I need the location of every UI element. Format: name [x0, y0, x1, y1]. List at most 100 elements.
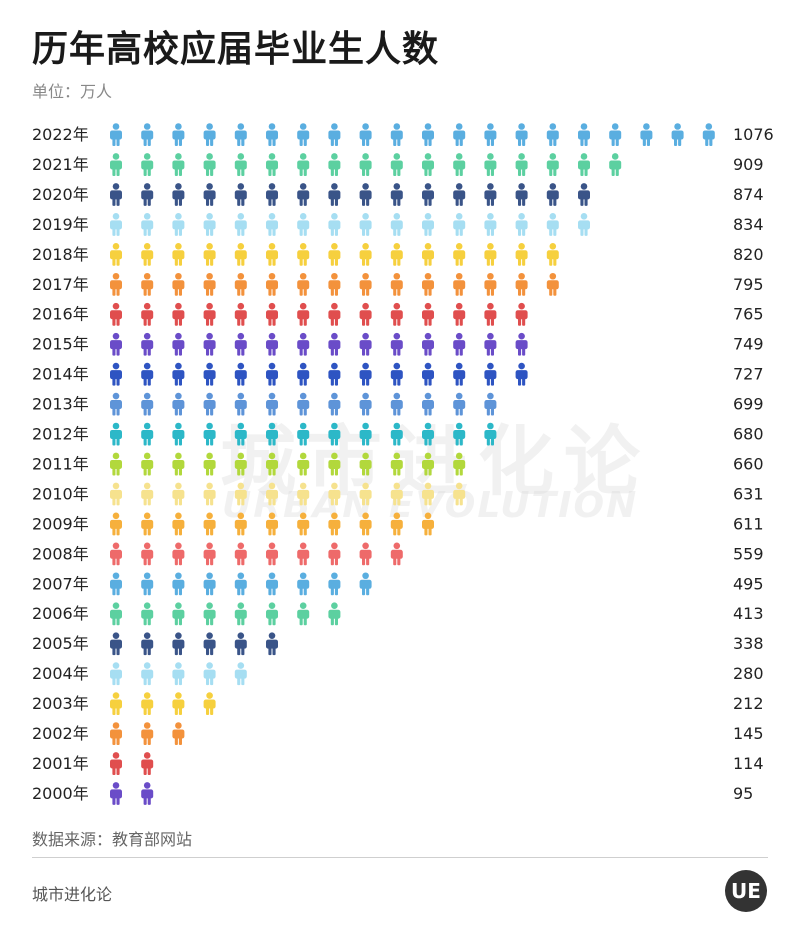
year-label: 2005年 [32, 634, 89, 653]
person-icon [390, 153, 403, 176]
person-icon [266, 272, 278, 296]
person-icon [359, 392, 372, 416]
person-icon [172, 662, 185, 686]
person-icon [172, 542, 185, 566]
person-icon [484, 243, 497, 266]
value-label: 909 [733, 155, 764, 174]
year-label: 2011年 [32, 454, 89, 473]
year-label: 2021年 [32, 155, 89, 174]
value-label: 727 [733, 365, 764, 384]
person-icon [203, 153, 216, 176]
person-icon [328, 213, 341, 236]
person-icon [203, 213, 216, 236]
person-icon [172, 722, 185, 745]
year-label: 2000年 [32, 784, 89, 803]
chart-row: 2000年 95 [32, 782, 753, 805]
person-icon [203, 272, 216, 296]
person-icon [390, 422, 403, 446]
person-icon [453, 213, 466, 236]
unit-label: 单位：万人 [32, 82, 113, 101]
person-icon [515, 362, 528, 386]
person-icon [172, 362, 185, 386]
person-icon [328, 123, 341, 146]
person-icon [422, 243, 434, 266]
person-icon [234, 452, 247, 476]
person-icon [172, 572, 185, 596]
person-icon [266, 542, 278, 566]
person-icon [203, 243, 216, 266]
year-label: 2015年 [32, 335, 89, 354]
person-icon [422, 332, 434, 356]
person-icon [141, 422, 154, 446]
person-icon [422, 362, 434, 386]
year-label: 2012年 [32, 425, 89, 444]
person-icon [484, 362, 497, 386]
person-icon [359, 572, 372, 596]
value-label: 114 [733, 754, 764, 773]
person-icon [546, 213, 559, 236]
person-icon [328, 512, 341, 536]
person-icon [671, 123, 684, 146]
person-icon [297, 183, 310, 206]
person-icon [110, 602, 122, 626]
person-icon [172, 243, 185, 266]
person-icon [515, 213, 528, 236]
value-label: 1076 [733, 125, 774, 144]
person-icon [328, 602, 341, 626]
person-icon [141, 272, 154, 296]
person-icon [390, 392, 403, 416]
year-label: 2001年 [32, 754, 89, 773]
person-icon [172, 452, 185, 476]
person-icon [141, 452, 154, 476]
person-icon [484, 183, 497, 206]
chart-row: 2008年 559 [32, 542, 764, 566]
person-icon [172, 632, 185, 656]
person-icon [266, 213, 278, 236]
person-icon [609, 123, 622, 146]
person-icon [484, 422, 497, 446]
chart-row: 2021年 909 [32, 153, 764, 176]
divider [32, 857, 768, 858]
person-icon [110, 782, 122, 805]
chart-row: 2010年 631 [32, 482, 764, 506]
person-icon [141, 183, 154, 206]
person-icon [141, 692, 154, 716]
person-icon [297, 452, 310, 476]
person-icon [266, 572, 278, 596]
value-label: 559 [733, 544, 764, 563]
person-icon [141, 662, 154, 686]
person-icon [328, 422, 341, 446]
person-icon [328, 183, 341, 206]
person-icon [390, 452, 403, 476]
person-icon [328, 482, 341, 506]
person-icon [702, 123, 715, 146]
person-icon [141, 632, 154, 656]
person-icon [141, 332, 154, 356]
person-icon [515, 243, 528, 266]
person-icon [141, 752, 154, 775]
person-icon [266, 452, 278, 476]
person-icon [453, 392, 466, 416]
value-label: 795 [733, 275, 764, 294]
person-icon [390, 272, 403, 296]
person-icon [141, 392, 154, 416]
person-icon [266, 302, 278, 326]
person-icon [297, 272, 310, 296]
person-icon [515, 183, 528, 206]
chart-row: 2002年 145 [32, 722, 764, 745]
person-icon [172, 692, 185, 716]
chart-row: 2007年 495 [32, 572, 764, 596]
year-label: 2007年 [32, 574, 89, 593]
person-icon [422, 213, 434, 236]
person-icon [390, 512, 403, 536]
year-label: 2022年 [32, 125, 89, 144]
chart-row: 2004年 280 [32, 662, 764, 686]
person-icon [359, 452, 372, 476]
person-icon [172, 422, 185, 446]
person-icon [266, 243, 278, 266]
person-icon [453, 302, 466, 326]
person-icon [110, 512, 122, 536]
value-label: 413 [733, 604, 764, 623]
person-icon [546, 123, 559, 146]
person-icon [422, 302, 434, 326]
